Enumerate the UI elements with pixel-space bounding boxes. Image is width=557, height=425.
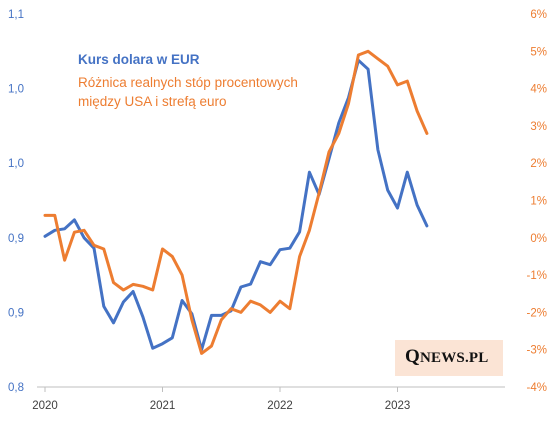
y-left-tick-label: 0,9 — [8, 307, 24, 319]
qnews-logo[interactable]: QNEWS.PL — [395, 340, 503, 376]
y-right-tick-label: 2% — [530, 158, 547, 170]
y-right-tick-label: 5% — [530, 46, 547, 58]
y-left-tick-label: 0,8 — [8, 382, 24, 394]
y-left-tick-label: 1,1 — [8, 9, 24, 21]
logo-q: Q — [405, 346, 420, 367]
x-tick-label: 2021 — [150, 400, 176, 412]
y-right-tick-label: 0% — [530, 233, 547, 245]
y-right-tick-label: -2% — [527, 307, 547, 319]
qnews-logo-text: QNEWS.PL — [405, 346, 488, 368]
y-right-tick-label: -4% — [527, 382, 547, 394]
rate-diff-line — [43, 49, 429, 355]
y-right-tick-label: -1% — [527, 270, 547, 282]
x-tick-label: 2023 — [385, 400, 411, 412]
legend-usd-rate: Kurs dolara w EUR — [78, 52, 200, 67]
y-left-tick-label: 1,0 — [8, 84, 24, 96]
y-right-tick-label: 6% — [530, 9, 547, 21]
legend-interest-rate-diff: Różnica realnych stóp procentowych międz… — [78, 75, 298, 109]
y-right-tick-label: 3% — [530, 121, 547, 133]
y-right-tick-label: -3% — [527, 345, 547, 357]
y-left-tick-label: 1,0 — [8, 158, 24, 170]
y-right-tick-label: 1% — [530, 196, 547, 208]
x-tick-label: 2022 — [267, 400, 293, 412]
x-tick-label: 2020 — [32, 400, 58, 412]
usd-eur-line — [43, 58, 429, 352]
logo-rest: NEWS.PL — [419, 350, 489, 366]
y-left-tick-label: 0,9 — [8, 233, 24, 245]
y-right-tick-label: 4% — [530, 84, 547, 96]
